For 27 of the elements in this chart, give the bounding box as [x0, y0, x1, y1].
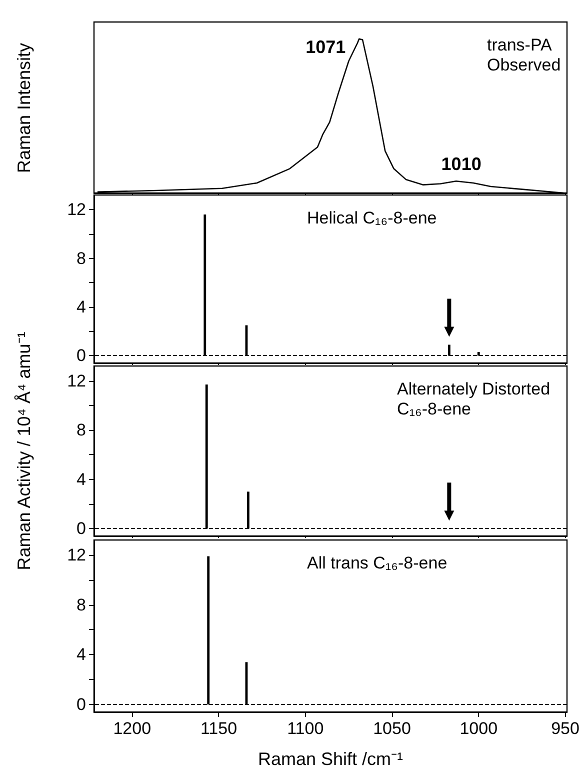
y-axis-title: Raman Activity / 10⁴ Å⁴ amu⁻¹ [14, 330, 34, 572]
x-axis-title: Raman Shift /cm⁻¹ [258, 749, 404, 769]
x-tick-label: 1000 [460, 719, 498, 738]
y-tick-label: 12 [67, 545, 86, 564]
x-tick-label: 1050 [373, 719, 411, 738]
x-tick-label: 950 [551, 719, 580, 738]
text: All trans C₁₆-8-ene [307, 554, 448, 572]
y-tick-label: 12 [67, 200, 86, 220]
y-tick-label: 0 [76, 695, 86, 714]
chart-title: trans-PA Observed [487, 36, 561, 74]
y-axis-title: Raman Intensity [14, 41, 34, 175]
text: Helical C₁₆-8-ene [307, 208, 437, 228]
y-tick-label: 0 [76, 346, 86, 366]
y-tick-label: 4 [76, 470, 86, 489]
y-tick-label: 4 [76, 298, 86, 316]
y-tick-label: 8 [76, 420, 86, 440]
text: Alternately Distorted C₁₆-8-ene [397, 380, 555, 418]
x-tick-label: 1150 [200, 719, 238, 738]
y-tick-label: 8 [76, 248, 86, 268]
x-tick-label: 1200 [113, 719, 152, 738]
y-tick-label: 8 [76, 595, 86, 614]
y-tick-label: 0 [76, 519, 86, 538]
annotation: 1071 [306, 36, 346, 57]
x-tick-label: 1100 [287, 719, 324, 738]
y-tick-label: 12 [67, 371, 86, 390]
y-tick-label: 4 [76, 645, 86, 664]
annotation: 1010 [441, 154, 482, 174]
